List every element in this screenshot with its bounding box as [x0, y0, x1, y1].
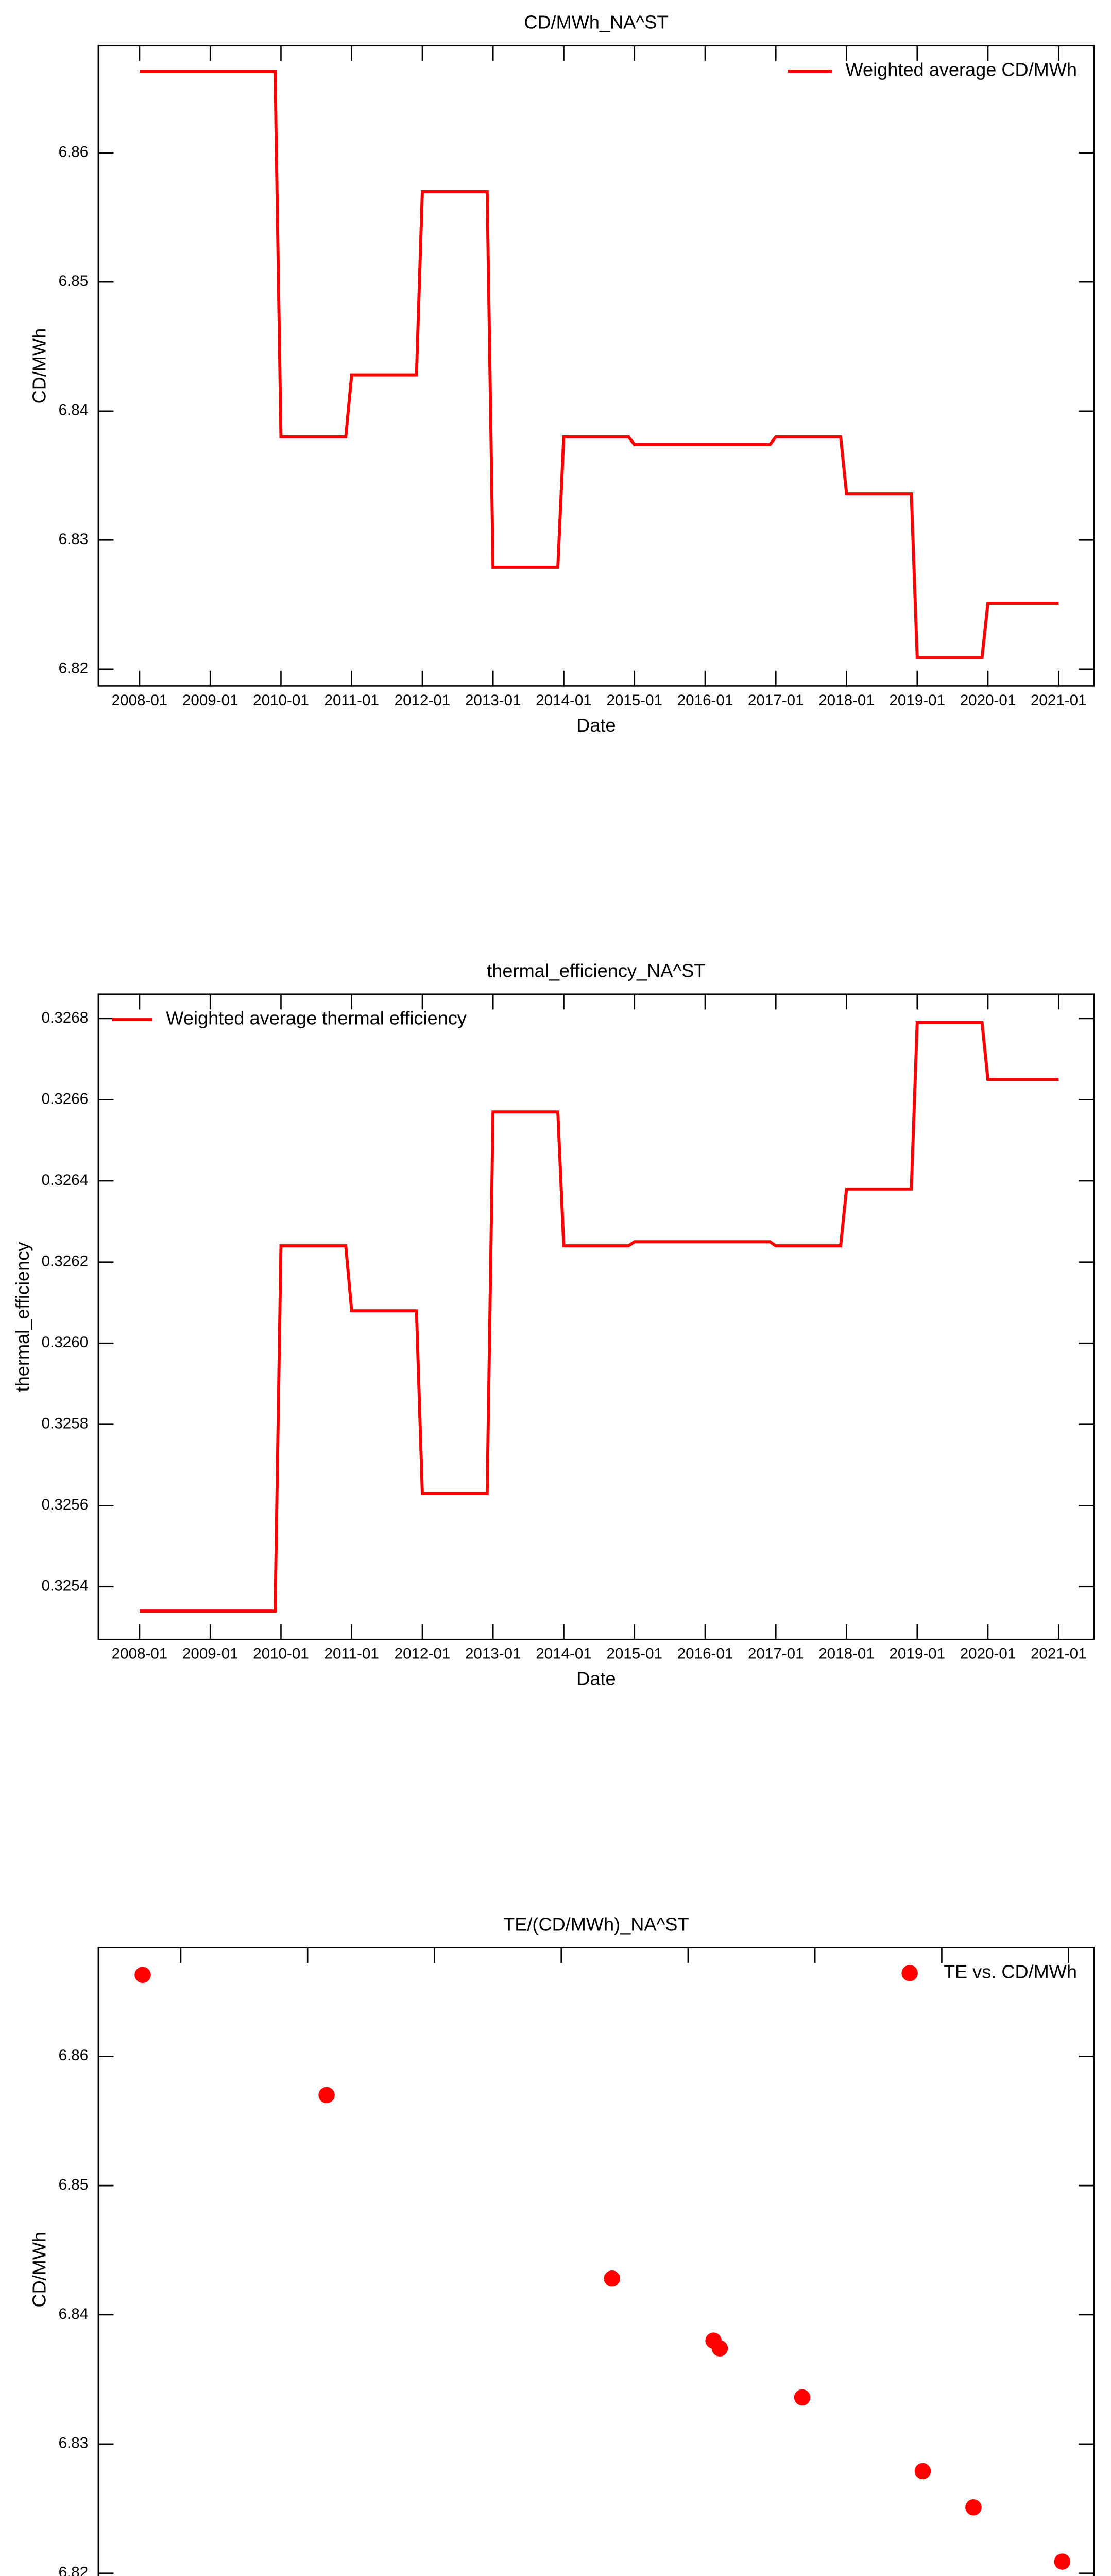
y-tick-label: 6.84 [59, 2306, 89, 2323]
data-line [139, 70, 1059, 659]
data-point [134, 1967, 151, 1984]
y-tick-label: 6.85 [59, 273, 89, 290]
y-tick-label: 6.86 [59, 2047, 89, 2064]
x-tick-label: 2008-01 [112, 1646, 168, 1663]
chart-title: CD/MWh_NA^ST [524, 12, 668, 33]
data-point [965, 2499, 982, 2516]
x-tick-label: 2016-01 [677, 692, 733, 709]
x-tick-label: 2013-01 [465, 692, 521, 709]
y-tick-label: 6.86 [59, 144, 89, 161]
plot-frame [97, 1947, 1095, 2576]
data-point [604, 2270, 620, 2287]
data-point [318, 2087, 335, 2104]
y-tick-label: 6.85 [59, 2176, 89, 2193]
y-tick-label: 0.3264 [42, 1172, 88, 1189]
legend-label: Weighted average CD/MWh [846, 59, 1077, 80]
x-tick-label: 2018-01 [818, 1646, 875, 1663]
x-tick-label: 2020-01 [960, 1646, 1016, 1663]
x-axis-label: Date [576, 715, 616, 736]
data-line [139, 1021, 1059, 1613]
chart-title: TE/(CD/MWh)_NA^ST [503, 1913, 689, 1935]
x-tick-label: 2017-01 [748, 692, 804, 709]
y-tick-label: 0.3268 [42, 1009, 88, 1026]
plot-frame [97, 993, 1095, 1640]
y-tick-label: 0.3262 [42, 1252, 88, 1269]
x-tick-label: 2021-01 [1031, 692, 1087, 709]
legend-swatch [901, 1965, 918, 1981]
y-tick-label: 0.3254 [42, 1578, 88, 1595]
y-axis-label: CD/MWh [29, 328, 50, 404]
y-tick-label: 6.83 [59, 2435, 89, 2452]
y-tick-label: 6.84 [59, 402, 89, 419]
x-tick-label: 2020-01 [960, 692, 1016, 709]
x-tick-label: 2009-01 [182, 1646, 238, 1663]
x-tick-label: 2013-01 [465, 1646, 521, 1663]
data-point [914, 2463, 931, 2480]
x-tick-label: 2014-01 [536, 1646, 592, 1663]
x-tick-label: 2019-01 [889, 1646, 945, 1663]
x-tick-label: 2016-01 [677, 1646, 733, 1663]
plot-frame [97, 45, 1095, 687]
legend-label: Weighted average thermal efficiency [166, 1008, 467, 1029]
x-tick-label: 2010-01 [253, 1646, 309, 1663]
y-tick-label: 0.3266 [42, 1090, 88, 1107]
x-tick-label: 2019-01 [889, 692, 945, 709]
y-tick-label: 6.82 [59, 2564, 89, 2576]
y-tick-label: 0.3260 [42, 1334, 88, 1351]
x-tick-label: 2017-01 [748, 1646, 804, 1663]
chart-title: thermal_efficiency_NA^ST [487, 960, 705, 981]
data-point [1054, 2553, 1071, 2570]
y-axis-label: thermal_efficiency [12, 1242, 33, 1392]
x-tick-label: 2014-01 [536, 692, 592, 709]
legend-label: TE vs. CD/MWh [944, 1961, 1077, 1982]
x-tick-label: 2010-01 [253, 692, 309, 709]
x-tick-label: 2015-01 [606, 692, 662, 709]
x-tick-label: 2021-01 [1031, 1646, 1087, 1663]
data-point [794, 2389, 811, 2406]
y-tick-label: 0.3258 [42, 1415, 88, 1432]
data-point [711, 2340, 728, 2357]
x-tick-label: 2008-01 [112, 692, 168, 709]
x-tick-label: 2012-01 [395, 1646, 451, 1663]
x-tick-label: 2011-01 [324, 1646, 379, 1663]
x-tick-label: 2012-01 [395, 692, 451, 709]
y-tick-label: 6.82 [59, 660, 89, 677]
y-tick-label: 0.3256 [42, 1496, 88, 1513]
x-tick-label: 2011-01 [324, 692, 379, 709]
x-axis-label: Date [576, 1668, 616, 1689]
x-tick-label: 2015-01 [606, 1646, 662, 1663]
x-tick-label: 2009-01 [182, 692, 238, 709]
y-axis-label: CD/MWh [29, 2232, 50, 2308]
y-tick-label: 6.83 [59, 531, 89, 548]
x-tick-label: 2018-01 [818, 692, 875, 709]
